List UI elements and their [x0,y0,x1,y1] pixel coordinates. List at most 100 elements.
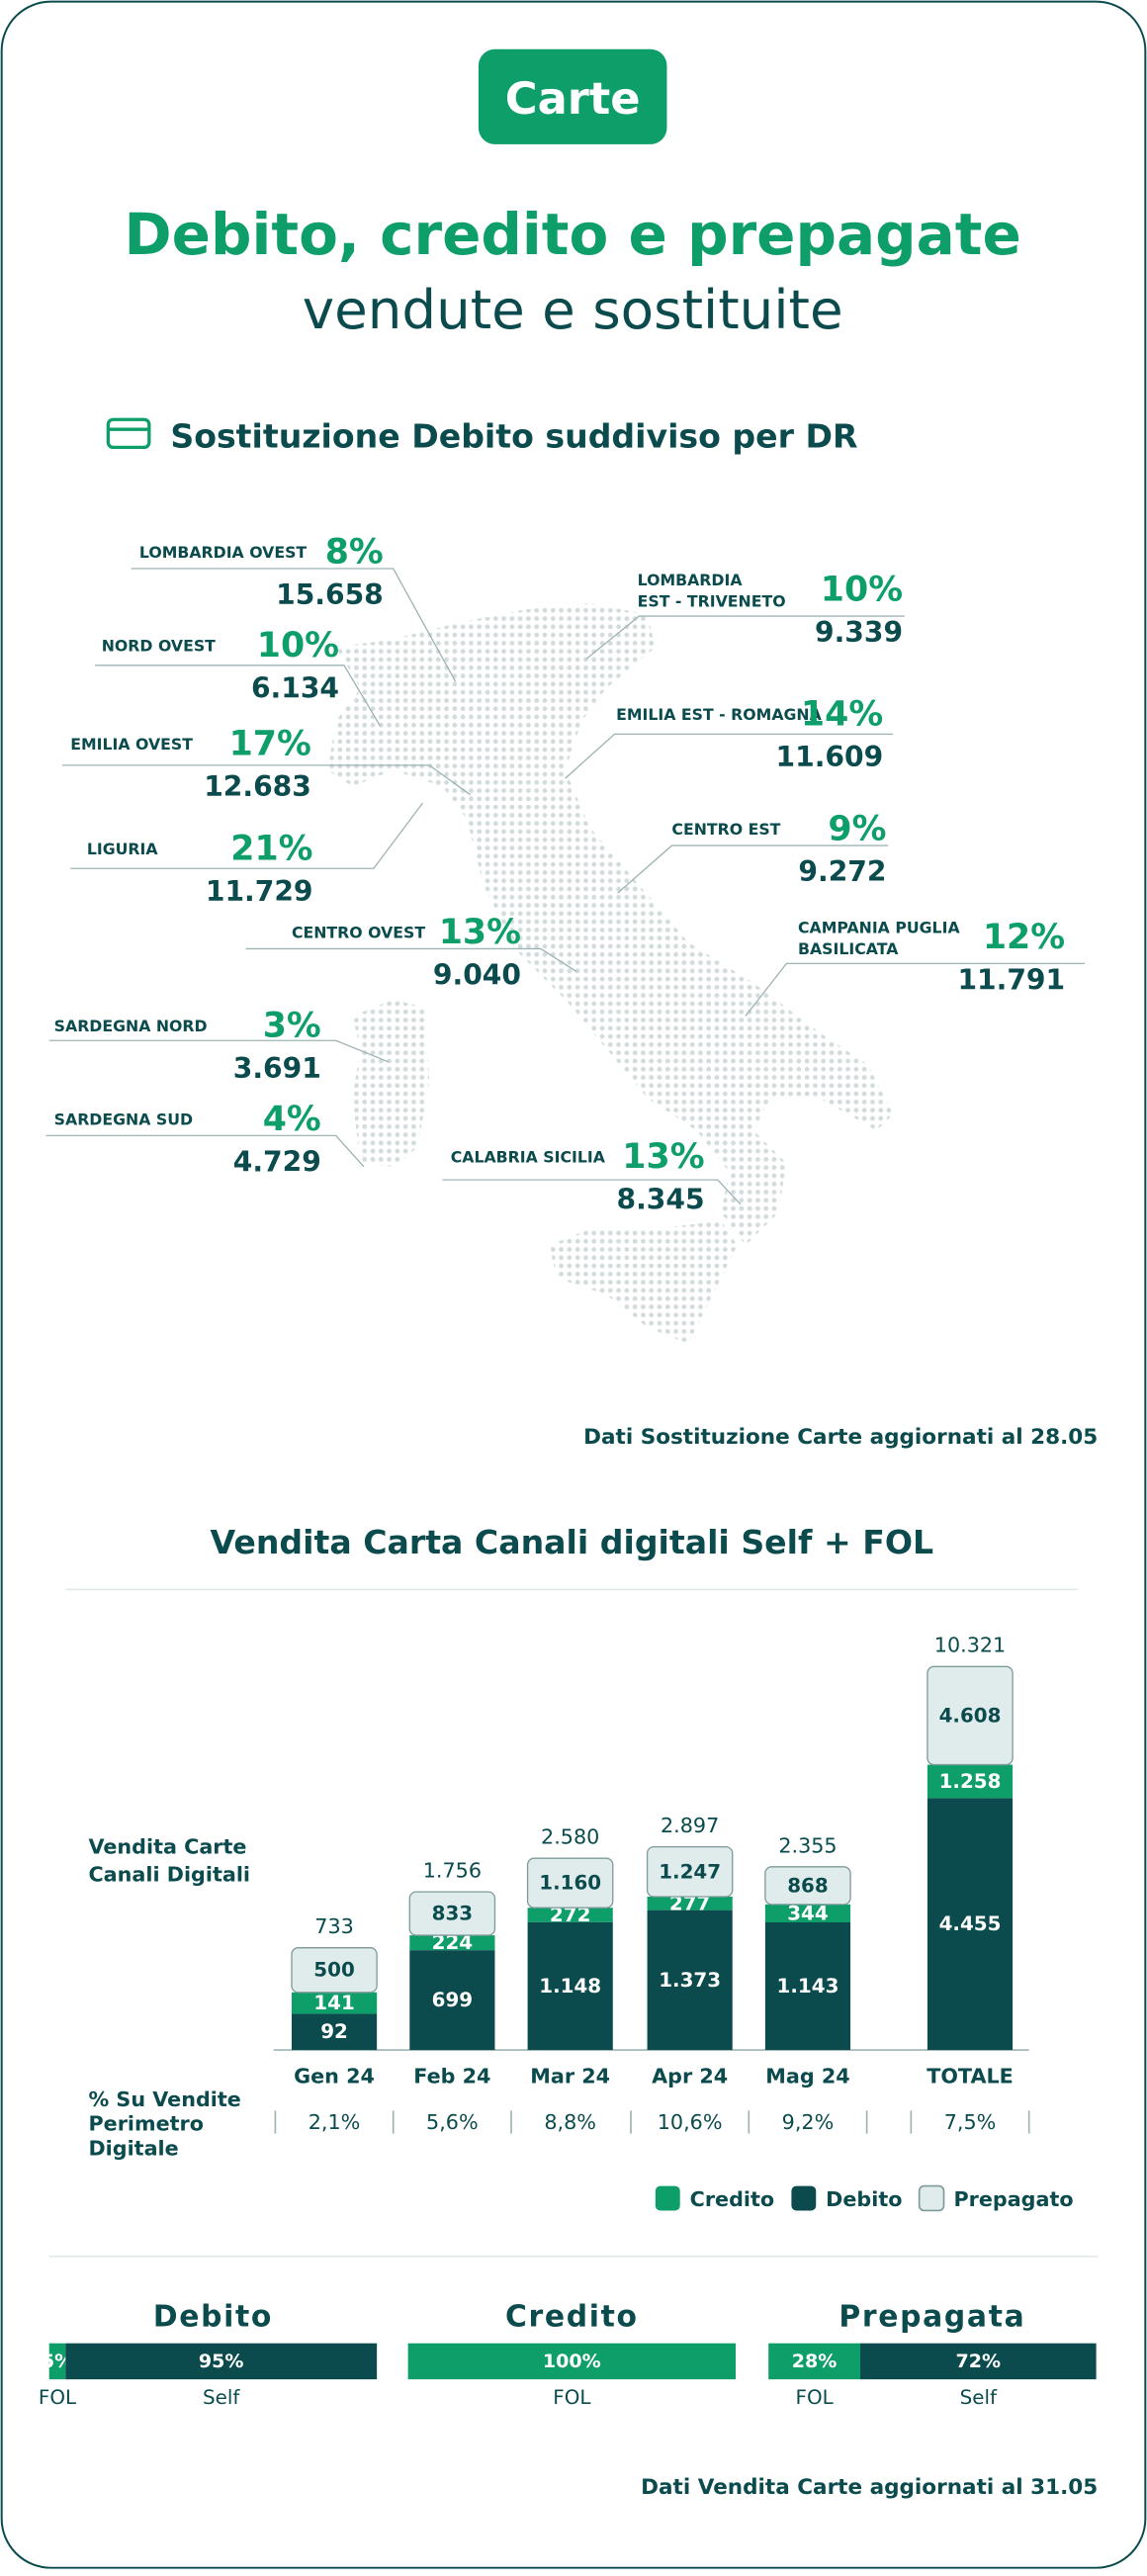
x-tick-label: Gen 24 [294,2065,375,2088]
split-channel: Self [960,2386,998,2409]
region-percent: 4% [263,1100,321,1139]
map-title: Sostituzione Debito suddiviso per DR [170,416,857,455]
chart-title: Vendita Carta Canali digitali Self + FOL [211,1523,934,1561]
x-tick-label: Apr 24 [652,2065,728,2088]
bar-segment [926,1764,1014,1799]
bar-value-label: 1.247 [659,1860,721,1883]
region-name: EMILIA OVEST [70,735,193,754]
split-percent: 72% [956,2351,1002,2372]
leader-line [565,733,894,779]
sardinia [352,999,430,1167]
bar-segment [408,1891,496,1936]
bar-segment [647,1910,733,2051]
leader-line [70,802,424,869]
region-name: NORD OVEST [102,636,216,655]
total-label: 733 [314,1914,354,1938]
share-label: Digitale [88,2136,178,2160]
region-value: 11.729 [206,875,313,908]
bar-segment [409,1935,495,1951]
bar-segment [646,1845,734,1898]
bar-value-label: 224 [432,1931,474,1954]
region-name: CENTRO OVEST [292,923,425,941]
bar-segment [409,1950,495,2051]
x-tick-label: Mar 24 [530,2065,610,2088]
bar-segment [527,1908,613,1922]
share-value: 2,1% [309,2110,361,2134]
bar-segment [291,2013,378,2051]
leader-line [245,947,577,973]
leader-line [95,665,382,727]
region-percent: 12% [983,918,1065,957]
bar-segment [926,1798,1014,2051]
leader-line [442,1179,742,1205]
x-tick-label: Mag 24 [765,2065,849,2088]
share-label: Perimetro [88,2112,203,2136]
region-name: SARDEGNA NORD [54,1017,208,1035]
region-percent: 8% [325,532,384,572]
region-value: 6.134 [251,671,339,704]
bar-value-label: 4.455 [939,1912,1002,1935]
split-percent: 95% [199,2351,244,2372]
share-value: 5,6% [426,2110,479,2134]
bar-value-label: 4.608 [939,1704,1002,1727]
region-name: LOMBARDIA OVEST [139,543,308,562]
total-label: 2.355 [778,1833,837,1857]
subtitle: vendute e sostituite [303,278,843,341]
leader-line [745,962,1086,1017]
region-value: 3.691 [233,1052,321,1085]
bar-value-label: 141 [313,1992,355,2014]
total-label: 2.897 [661,1814,719,1837]
region-value: 15.658 [276,578,384,611]
split-segment [768,2343,860,2380]
region-percent: 17% [229,724,311,763]
region-percent: 3% [263,1006,321,1045]
bar-segment [926,1665,1014,1766]
split-channel: Self [203,2386,240,2409]
region-name: EMILIA EST - ROMAGNA [616,705,823,724]
split-segment [859,2343,1097,2380]
bar-value-label: 500 [313,1959,355,1982]
bar-value-label: 699 [432,1989,474,2011]
split-channel: FOL [39,2386,76,2409]
share-label: % Su Vendite [88,2087,240,2111]
split-segment [48,2343,66,2380]
region-name: CENTRO EST [671,820,780,839]
mainland [327,602,894,1246]
title: Debito, credito e prepagate [125,201,1021,268]
region-value: 8.345 [617,1184,705,1216]
split-segment [407,2343,737,2380]
bar-value-label: 868 [787,1874,829,1897]
region-value: 11.609 [776,741,884,773]
leader-line [48,1039,389,1063]
leader-line [131,568,457,682]
leader-line [61,764,471,796]
bar-value-label: 1.143 [777,1975,839,1998]
leader-line [585,615,905,660]
region-percent: 21% [230,829,312,868]
share-value: 9,2% [782,2110,835,2134]
bar-value-label: 1.148 [539,1975,601,1998]
share-value: 8,8% [544,2110,596,2134]
bar-value-label: 344 [787,1902,829,1924]
region-percent: 10% [821,571,903,610]
legend-swatch [655,2185,680,2211]
bar-segment [764,1866,851,1906]
legend-swatch [791,2185,817,2211]
region-percent: 13% [439,913,521,952]
region-value: 9.040 [433,958,521,991]
region-name: EST - TRIVENETO [638,592,786,611]
region-percent: 9% [828,809,886,848]
map-note: Dati Sostituzione Carte aggiornati al 28… [583,1425,1098,1450]
region-value: 9.272 [798,855,886,888]
sales-note: Dati Vendita Carte aggiornati al 31.05 [641,2475,1098,2500]
split-segment [65,2343,378,2380]
y-axis-label: Vendita Carte [88,1835,246,1859]
region-name: CALABRIA SICILIA [451,1147,606,1166]
total-label: 2.580 [541,1825,599,1849]
bar-segment [527,1921,613,2051]
bar-value-label: 1.373 [659,1969,721,1992]
region-name: CAMPANIA PUGLIA [798,918,960,936]
bar-segment [291,1992,378,2014]
bar-segment [291,1947,378,1994]
region-value: 9.339 [815,616,903,649]
